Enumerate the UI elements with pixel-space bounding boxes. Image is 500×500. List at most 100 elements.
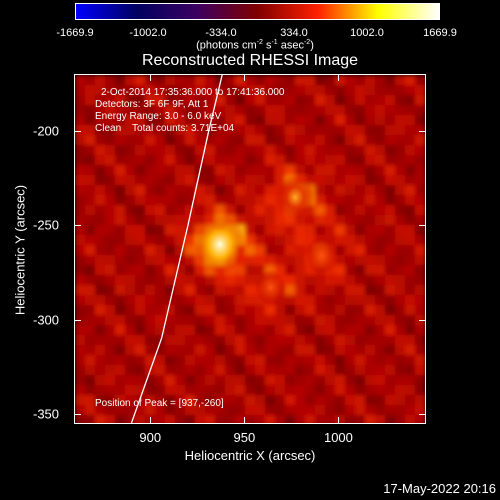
heatmap-cell bbox=[285, 235, 296, 246]
heatmap-cell bbox=[135, 365, 146, 376]
heatmap-cell bbox=[115, 245, 126, 256]
heatmap-cell bbox=[395, 345, 406, 356]
heatmap-cell bbox=[405, 375, 416, 386]
heatmap-cell bbox=[125, 175, 136, 186]
heatmap-cell bbox=[335, 225, 346, 236]
heatmap-cell bbox=[115, 335, 126, 346]
heatmap-cell bbox=[215, 115, 226, 126]
heatmap-cell bbox=[85, 235, 96, 246]
colorbar-units: (photons cm-2 s-1 asec-2) bbox=[196, 39, 314, 52]
heatmap-cell bbox=[265, 165, 276, 176]
heatmap-cell bbox=[145, 85, 156, 96]
heatmap-cell bbox=[395, 115, 406, 126]
heatmap-cell bbox=[225, 195, 236, 206]
heatmap-cell bbox=[225, 125, 236, 136]
heatmap-cell bbox=[125, 235, 136, 246]
heatmap-cell bbox=[185, 205, 196, 216]
heatmap-cell bbox=[205, 105, 216, 116]
heatmap-cell bbox=[385, 335, 396, 346]
heatmap-cell bbox=[245, 125, 256, 136]
heatmap-cell bbox=[395, 75, 406, 86]
heatmap-cell bbox=[115, 305, 126, 316]
heatmap-cell bbox=[115, 125, 126, 136]
heatmap-cell bbox=[265, 255, 276, 266]
heatmap-cell bbox=[405, 245, 416, 256]
heatmap-cell bbox=[295, 325, 306, 336]
heatmap-cell bbox=[325, 85, 336, 96]
heatmap-cell bbox=[395, 305, 406, 316]
heatmap-cell bbox=[365, 225, 376, 236]
heatmap-cell bbox=[415, 195, 425, 206]
heatmap-cell bbox=[95, 85, 106, 96]
heatmap-cell bbox=[305, 155, 316, 166]
heatmap-cell bbox=[255, 85, 266, 96]
heatmap-cell bbox=[365, 85, 376, 96]
heatmap-cell bbox=[295, 415, 306, 423]
heatmap-cell bbox=[335, 135, 346, 146]
heatmap-cell bbox=[305, 135, 316, 146]
heatmap-cell bbox=[195, 265, 206, 276]
heatmap-cell bbox=[335, 275, 346, 286]
heatmap-cell bbox=[325, 395, 336, 406]
heatmap-cell bbox=[75, 205, 86, 216]
heatmap-cell bbox=[115, 115, 126, 126]
heatmap-cell bbox=[315, 105, 326, 116]
heatmap-cell bbox=[165, 265, 176, 276]
heatmap-cell bbox=[385, 405, 396, 416]
heatmap-cell bbox=[365, 245, 376, 256]
heatmap-cell bbox=[185, 125, 196, 136]
heatmap-cell bbox=[415, 365, 425, 376]
heatmap-cell bbox=[115, 365, 126, 376]
heatmap-cell bbox=[395, 415, 406, 423]
heatmap-cell bbox=[255, 255, 266, 266]
heatmap-cell bbox=[125, 305, 136, 316]
heatmap-cell bbox=[95, 385, 106, 396]
heatmap-cell bbox=[235, 365, 246, 376]
heatmap-cell bbox=[395, 275, 406, 286]
heatmap-cell bbox=[405, 415, 416, 423]
heatmap-cell bbox=[315, 305, 326, 316]
heatmap-cell bbox=[315, 175, 326, 186]
heatmap-cell bbox=[345, 405, 356, 416]
heatmap-cell bbox=[295, 115, 306, 126]
heatmap-cell bbox=[255, 395, 266, 406]
heatmap-cell bbox=[225, 115, 236, 126]
heatmap-cell bbox=[285, 245, 296, 256]
heatmap-cell bbox=[195, 365, 206, 376]
heatmap-cell bbox=[345, 335, 356, 346]
heatmap-cell bbox=[285, 405, 296, 416]
heatmap-cell bbox=[125, 345, 136, 356]
heatmap-cell bbox=[95, 295, 106, 306]
heatmap-cell bbox=[225, 405, 236, 416]
heatmap-cell bbox=[245, 265, 256, 276]
heatmap-cell bbox=[265, 335, 276, 346]
heatmap-cell bbox=[275, 85, 286, 96]
heatmap-cell bbox=[145, 385, 156, 396]
heatmap-cell bbox=[215, 405, 226, 416]
heatmap-cell bbox=[285, 315, 296, 326]
heatmap-cell bbox=[195, 305, 206, 316]
heatmap-cell bbox=[285, 225, 296, 236]
y-tick-mark bbox=[419, 131, 425, 133]
heatmap-cell bbox=[115, 175, 126, 186]
heatmap-cell bbox=[295, 255, 306, 266]
heatmap-cell bbox=[125, 405, 136, 416]
heatmap-cell bbox=[105, 415, 116, 423]
heatmap-cell bbox=[405, 105, 416, 116]
heatmap-cell bbox=[75, 325, 86, 336]
heatmap-cell bbox=[405, 315, 416, 326]
heatmap-cell bbox=[355, 385, 366, 396]
heatmap-cell bbox=[355, 235, 366, 246]
heatmap-cell bbox=[195, 125, 206, 136]
heatmap-cell bbox=[165, 325, 176, 336]
heatmap-cell bbox=[375, 395, 386, 406]
heatmap-cell bbox=[155, 75, 166, 86]
heatmap-cell bbox=[235, 205, 246, 216]
heatmap-cell bbox=[415, 415, 425, 423]
heatmap-cell bbox=[165, 365, 176, 376]
heatmap-cell bbox=[285, 255, 296, 266]
heatmap-cell bbox=[305, 165, 316, 176]
heatmap-cell bbox=[275, 335, 286, 346]
heatmap-cell bbox=[315, 125, 326, 136]
heatmap-cell bbox=[415, 385, 425, 396]
